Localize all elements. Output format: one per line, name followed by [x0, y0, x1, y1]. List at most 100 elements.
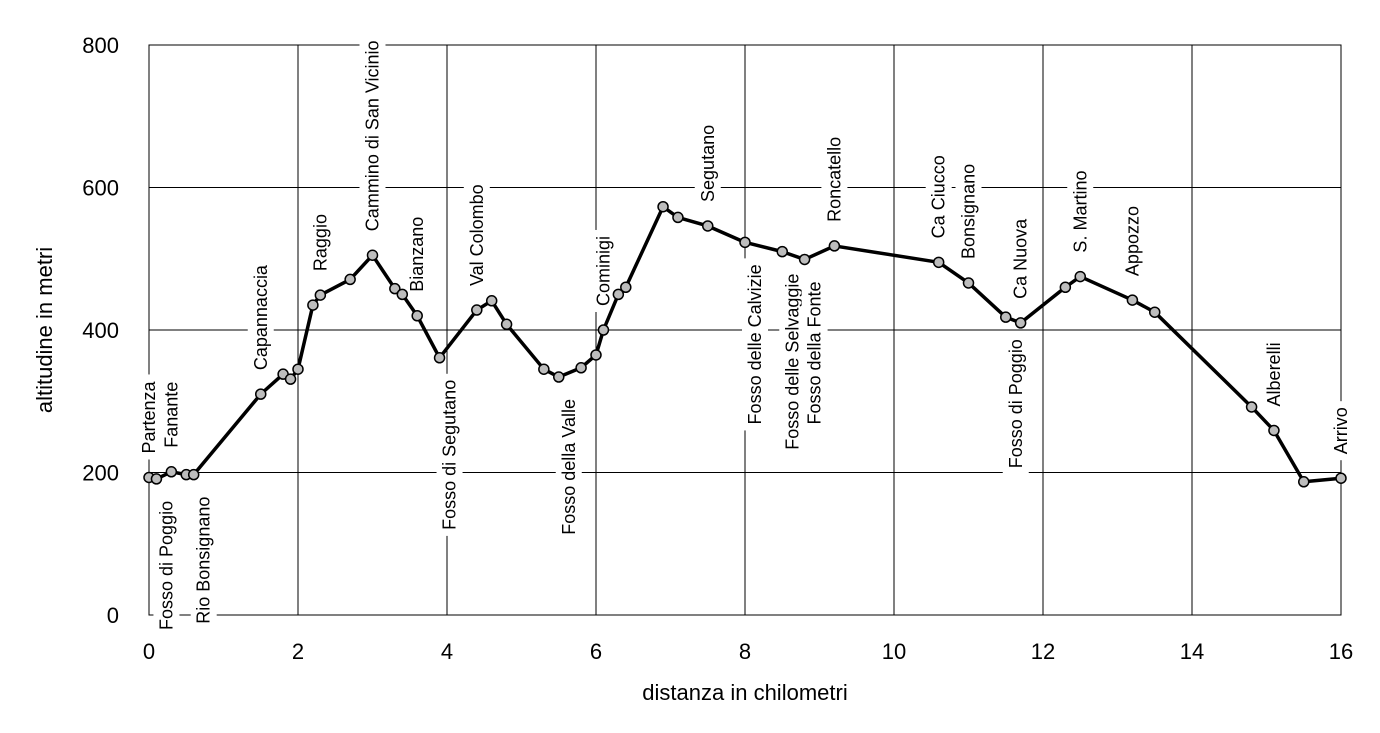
point-label: Ca Nuova [1011, 218, 1031, 299]
point-label-group: Fosso delle Calvizie [742, 258, 768, 431]
tick-label-layer: 0 2 4 6 8 10 12 14 16 0 200 400 600 800 [82, 33, 1353, 664]
point-label-background [247, 258, 274, 377]
point-label: Fosso della Valle [559, 399, 579, 535]
data-point [590, 349, 602, 361]
data-point [284, 373, 297, 385]
data-point [1268, 424, 1280, 437]
point-label-group: Segutano [694, 118, 721, 208]
data-point [1149, 306, 1161, 318]
point-label-group: Bianzano [404, 210, 431, 298]
point-label-group: Alberelli [1260, 336, 1287, 413]
point-label-group: Fosso della Valle [555, 393, 582, 541]
point-label-background [190, 490, 217, 630]
point-label: Arrivo [1331, 407, 1351, 454]
point-label-group: Fosso della Fonte [801, 275, 828, 431]
data-point [672, 211, 684, 224]
data-point [1074, 270, 1086, 283]
point-label-background [153, 494, 180, 636]
point-label: Fosso di Segutano [440, 380, 460, 530]
point-label-background [158, 375, 185, 454]
data-point [165, 466, 178, 478]
data-point [500, 318, 513, 331]
point-label-background [955, 157, 982, 265]
point-label: Alberelli [1264, 342, 1284, 406]
point-label-group: Raggio [307, 208, 334, 278]
point-label: Ca Ciucco [929, 155, 949, 238]
data-point [433, 352, 446, 364]
x-tick-label: 0 [143, 639, 155, 664]
point-label: Rio Bonsignano [194, 497, 214, 624]
x-tick-label: 2 [292, 639, 304, 664]
data-point [1126, 294, 1139, 306]
point-label-background [136, 374, 162, 460]
x-tick-label: 16 [1329, 639, 1353, 664]
data-point [307, 299, 319, 311]
point-label: Bonsignano [959, 164, 979, 259]
point-label-group: Cammino di San Vicinio [359, 34, 386, 238]
point-label: Cammino di San Vicinio [363, 40, 383, 231]
point-label-group: Partenza [136, 374, 162, 460]
point-label-background [307, 208, 334, 278]
point-label-background [404, 210, 431, 298]
x-tick-label: 4 [441, 639, 453, 664]
data-point [1245, 401, 1258, 413]
data-point [344, 273, 356, 286]
point-label-group: Fosso delle Selvaggie [779, 267, 806, 456]
data-point [657, 200, 669, 213]
data-point [292, 363, 304, 375]
y-tick-label: 600 [82, 176, 119, 201]
point-label: Fosso delle Selvaggie [782, 274, 802, 450]
point-label-background [359, 34, 386, 238]
point-label: Fanante [161, 382, 181, 448]
point-label-background [1260, 336, 1287, 413]
point-label-group: S. Martino [1067, 164, 1094, 259]
point-label-group: Ca Nuova [1007, 211, 1034, 305]
data-point [798, 253, 811, 266]
data-point [702, 220, 714, 232]
point-label-background [1119, 200, 1146, 283]
x-tick-label: 12 [1031, 639, 1055, 664]
point-label-group: Ca Ciucco [925, 149, 952, 245]
point-label: Bianzano [407, 217, 427, 292]
y-tick-label: 0 [107, 603, 119, 628]
point-label-layer: Partenza Fosso di Poggio Fanante Rio Bonsig… [136, 34, 1354, 636]
data-point [471, 304, 483, 316]
x-tick-label: 8 [739, 639, 751, 664]
data-point [620, 281, 632, 293]
point-label-group: Fosso di Segutano [436, 373, 463, 536]
point-label: Roncatello [824, 137, 844, 222]
point-label-background [555, 393, 582, 541]
data-point [776, 245, 788, 258]
point-label: Cominigi [593, 236, 613, 306]
data-point [1335, 472, 1347, 484]
data-point [538, 363, 550, 375]
data-point [255, 388, 267, 400]
point-label: Fosso di Poggio [156, 501, 176, 630]
point-label-group: Rio Bonsignano [190, 490, 217, 630]
data-point [1014, 317, 1027, 329]
point-label: Fosso della Fonte [805, 281, 825, 424]
point-label-group: Cominigi [590, 229, 617, 312]
data-point [739, 236, 751, 249]
point-label-group: Val Colombo [463, 178, 490, 293]
point-label-background [694, 118, 721, 208]
y-tick-label: 800 [82, 33, 119, 58]
point-label-background [801, 275, 828, 431]
point-label: Raggio [310, 214, 330, 271]
point-label-background [742, 258, 768, 431]
point-label: S. Martino [1070, 171, 1090, 253]
point-label-group: Fosso di Poggio [153, 494, 180, 636]
y-tick-label: 400 [82, 318, 119, 343]
point-label: Partenza [139, 380, 159, 453]
point-label: Segutano [698, 125, 718, 202]
point-label: Capannaccia [251, 264, 271, 370]
point-label-group: Fanante [158, 375, 185, 454]
data-point [150, 473, 163, 485]
point-label-group: Arrivo [1328, 401, 1354, 461]
y-tick-label: 200 [82, 461, 119, 486]
data-point [314, 289, 327, 301]
point-label-background [1328, 401, 1354, 461]
data-point [575, 362, 587, 374]
